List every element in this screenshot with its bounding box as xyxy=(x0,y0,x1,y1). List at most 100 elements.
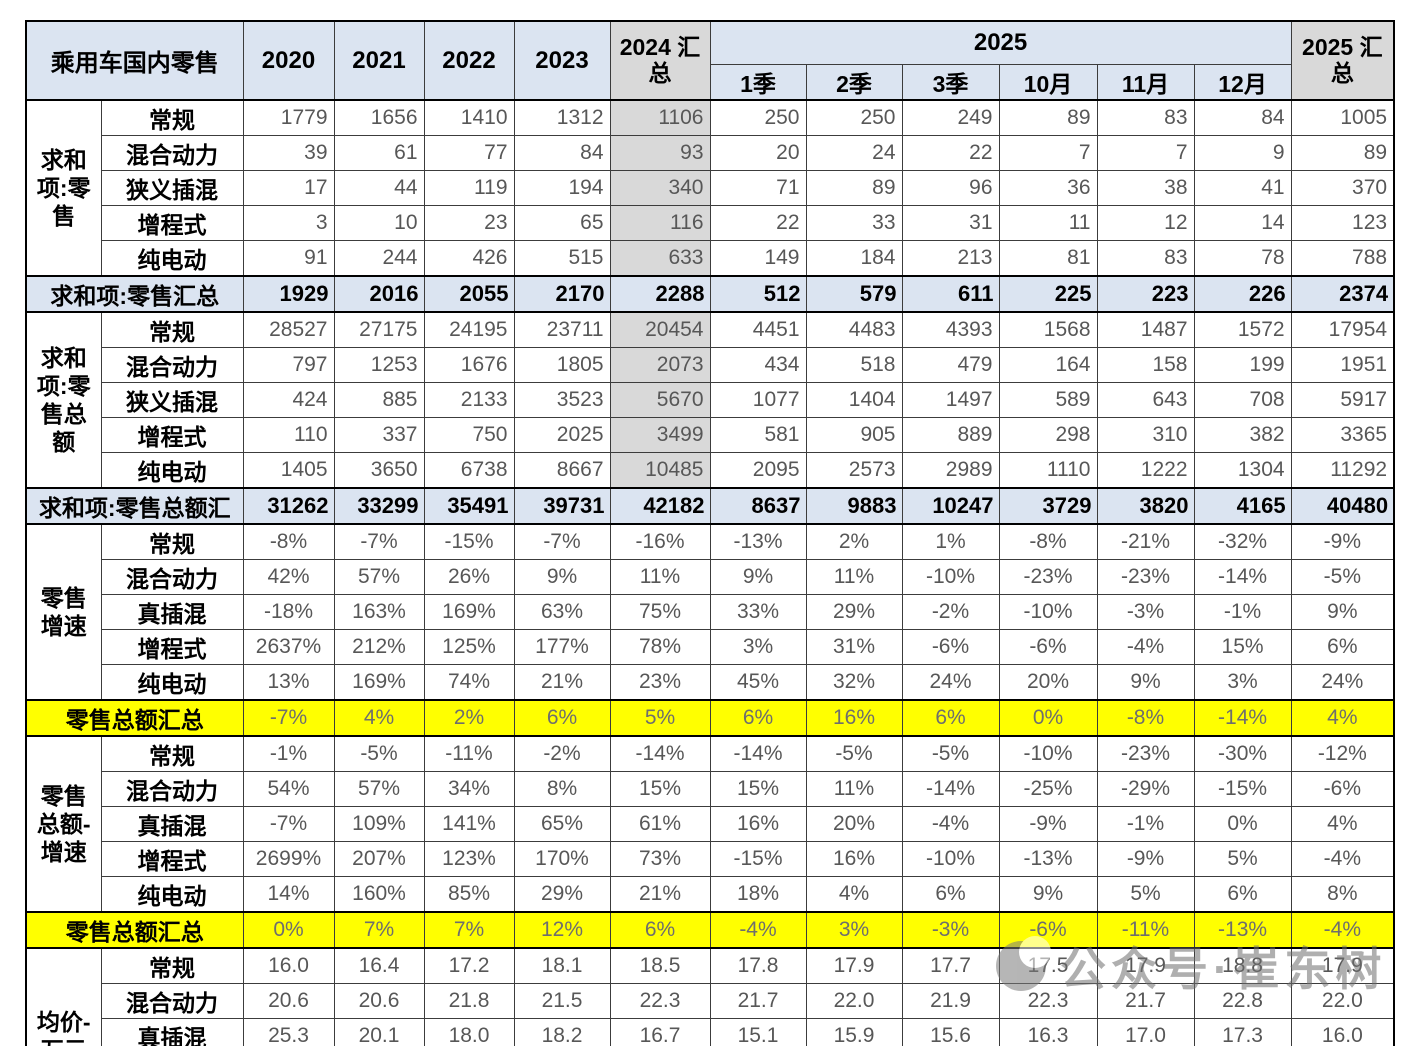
table-body: 求和 项:零 售常规 1779 1656 1410 1312 1106 250 250 249 8… xyxy=(25,99,1395,1046)
value-cell: 788 xyxy=(1290,240,1395,277)
value-cell: 2025 xyxy=(513,417,611,453)
value-cell: -23% xyxy=(998,559,1098,595)
summary-value-cell: 226 xyxy=(1193,275,1292,313)
summary-value-cell: 2055 xyxy=(423,275,515,313)
value-cell: 298 xyxy=(998,417,1098,453)
value-cell: 163% xyxy=(333,594,425,630)
row-label-cell: 混合动力 xyxy=(100,135,244,171)
value-cell: 39 xyxy=(242,135,335,171)
value-cell: 1497 xyxy=(901,382,1000,418)
value-cell: 11% xyxy=(805,771,903,807)
value-cell: 2073 xyxy=(609,347,711,383)
value-cell: 22 xyxy=(709,205,807,241)
row-label-cell: 混合动力 xyxy=(100,347,244,383)
row-label-cell: 混合动力 xyxy=(100,559,244,595)
value-cell: 149 xyxy=(709,240,807,277)
value-cell: 26% xyxy=(423,559,515,595)
summary-value-cell: -13% xyxy=(1193,911,1292,949)
value-cell: 57% xyxy=(333,559,425,595)
value-cell: 81 xyxy=(998,240,1098,277)
value-cell: -2% xyxy=(901,594,1000,630)
table-row: 纯电动 1405 3650 6738 8667 10485 2095 2573 2989 1110… xyxy=(26,452,1395,489)
table-row: 纯电动 14% 160% 85% 29% 21% 18% 4% 6% 9% 5% 6% 8% xyxy=(26,876,1395,913)
table-row: 混合动力 797 1253 1676 1805 2073 434 518 479 164 158 19… xyxy=(26,347,1395,383)
group-label-cell: 均价- 万元 xyxy=(25,947,102,1046)
value-cell: 797 xyxy=(242,347,335,383)
group-label-cell: 零售 增速 xyxy=(25,523,102,701)
value-cell: 194 xyxy=(513,170,611,206)
value-cell: -5% xyxy=(1290,559,1395,595)
value-cell: 170% xyxy=(513,841,611,877)
value-cell: 424 xyxy=(242,382,335,418)
value-cell: 708 xyxy=(1193,382,1292,418)
value-cell: 633 xyxy=(609,240,711,277)
value-cell: 21.7 xyxy=(709,983,807,1019)
summary-value-cell: 10247 xyxy=(901,487,1000,525)
row-label-cell: 常规 xyxy=(100,311,244,348)
value-cell: 10485 xyxy=(609,452,711,489)
value-cell: 29% xyxy=(513,876,611,913)
summary-label-cell: 求和项:零售汇总 xyxy=(25,275,244,313)
value-cell: 169% xyxy=(333,664,425,701)
table-row: 狭义插混 17 44 119 194 340 71 89 96 36 38 41 370 xyxy=(26,170,1395,206)
summary-value-cell: -4% xyxy=(709,911,807,949)
col-header-oct: 10月 xyxy=(998,64,1098,101)
summary-value-cell: 225 xyxy=(998,275,1098,313)
summary-value-cell: 42182 xyxy=(609,487,711,525)
value-cell: 141% xyxy=(423,806,515,842)
value-cell: 91 xyxy=(242,240,335,277)
value-cell: 9% xyxy=(513,559,611,595)
value-cell: 11292 xyxy=(1290,452,1395,489)
value-cell: 2699% xyxy=(242,841,335,877)
value-cell: 1404 xyxy=(805,382,903,418)
value-cell: 169% xyxy=(423,594,515,630)
row-label-cell: 常规 xyxy=(100,99,244,136)
value-cell: 0% xyxy=(1193,806,1292,842)
value-cell: 20454 xyxy=(609,311,711,348)
table-row: 增程式 3 10 23 65 116 22 33 31 11 12 14 123 xyxy=(26,205,1395,241)
value-cell: 4483 xyxy=(805,311,903,348)
value-cell: 18.2 xyxy=(513,1018,611,1046)
corner-title-cell: 乘用车国内零售 xyxy=(25,20,244,101)
summary-value-cell: 3729 xyxy=(998,487,1098,525)
row-label-cell: 常规 xyxy=(100,947,244,984)
value-cell: -1% xyxy=(242,735,335,772)
summary-row: 零售总额汇总 0% 7% 7% 12% 6% -4% 3% -3% -6% -11% -13% -4% xyxy=(25,911,1395,949)
row-label-cell: 增程式 xyxy=(100,417,244,453)
value-cell: 24 xyxy=(805,135,903,171)
summary-value-cell: 1929 xyxy=(242,275,335,313)
value-cell: 1222 xyxy=(1096,452,1195,489)
value-cell: 31 xyxy=(901,205,1000,241)
table-row: 求和 项:零 售总 额常规 28527 27175 24195 23711 20454 44… xyxy=(25,311,1395,489)
row-label-cell: 增程式 xyxy=(100,629,244,665)
value-cell: 5917 xyxy=(1290,382,1395,418)
value-cell: 5670 xyxy=(609,382,711,418)
value-cell: 85% xyxy=(423,876,515,913)
row-label-cell: 混合动力 xyxy=(100,983,244,1019)
summary-value-cell: -6% xyxy=(998,911,1098,949)
value-cell: 20 xyxy=(709,135,807,171)
value-cell: -23% xyxy=(1096,735,1195,772)
value-cell: 212% xyxy=(333,629,425,665)
value-cell: 250 xyxy=(709,99,807,136)
value-cell: 8% xyxy=(513,771,611,807)
value-cell: 21% xyxy=(513,664,611,701)
row-label-cell: 真插混 xyxy=(100,594,244,630)
value-cell: 110 xyxy=(242,417,335,453)
value-cell: 15% xyxy=(1193,629,1292,665)
summary-value-cell: 0% xyxy=(998,699,1098,737)
value-cell: 1077 xyxy=(709,382,807,418)
value-cell: 23 xyxy=(423,205,515,241)
summary-value-cell: 2016 xyxy=(333,275,425,313)
summary-value-cell: 4165 xyxy=(1193,487,1292,525)
value-cell: 1405 xyxy=(242,452,335,489)
value-cell: 3 xyxy=(242,205,335,241)
value-cell: 45% xyxy=(709,664,807,701)
value-cell: 7 xyxy=(998,135,1098,171)
value-cell: 1106 xyxy=(609,99,711,136)
value-cell: 249 xyxy=(901,99,1000,136)
value-cell: 20% xyxy=(998,664,1098,701)
value-cell: 244 xyxy=(333,240,425,277)
retail-pivot-table: 乘用车国内零售 2020 2021 2022 2023 2024 汇 总 202… xyxy=(25,20,1396,1046)
value-cell: 479 xyxy=(901,347,1000,383)
